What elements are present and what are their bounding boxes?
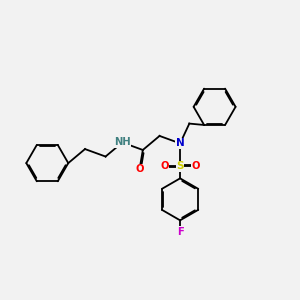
Text: O: O xyxy=(135,164,144,174)
Text: F: F xyxy=(177,227,184,237)
Text: O: O xyxy=(192,161,200,171)
Text: N: N xyxy=(176,138,184,148)
Text: NH: NH xyxy=(114,137,130,148)
Text: O: O xyxy=(160,161,169,171)
Text: S: S xyxy=(176,161,184,171)
